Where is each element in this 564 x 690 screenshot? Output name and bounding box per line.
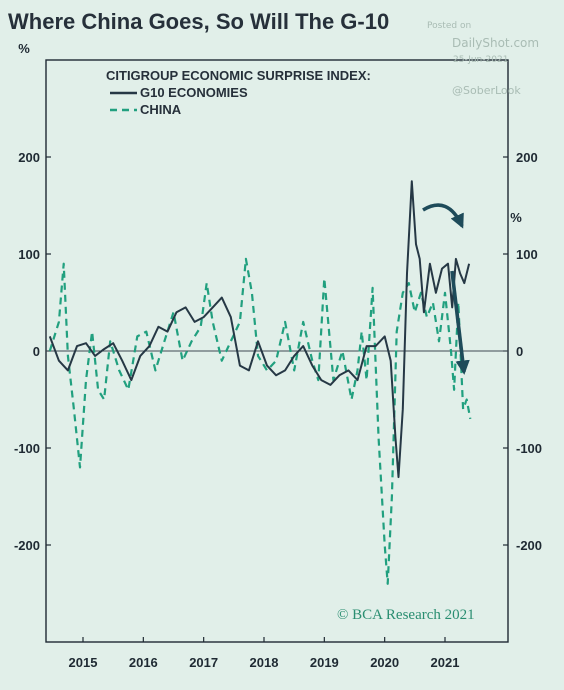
page-title: Where China Goes, So Will The G-10: [8, 9, 389, 34]
legend-g10-label: G10 ECONOMIES: [140, 85, 248, 100]
series-line-g10: [48, 180, 471, 479]
watermark-date: 25-Jun-2021: [453, 55, 509, 65]
series-line-china: [48, 257, 472, 585]
arrow-curved: [422, 203, 464, 229]
y-tick-label-right: 200: [516, 150, 538, 165]
x-tick-label: 2015: [69, 655, 98, 670]
axis-ticks: -200 -200 -100 -100 0 0 100 100 200 200 2015 2016 20…: [14, 150, 542, 670]
credit-text: © BCA Research 2021: [337, 607, 475, 623]
y-tick-label-right: -200: [516, 538, 542, 553]
y-tick-label-right: 100: [516, 247, 538, 262]
arrow-down: [450, 270, 470, 375]
y-tick-label-right: 0: [516, 344, 523, 359]
chart-title: CITIGROUP ECONOMIC SURPRISE INDEX:: [106, 68, 371, 83]
x-tick-label: 2020: [370, 655, 399, 670]
watermark-site: DailyShot.com: [452, 36, 540, 50]
x-tick-label: 2021: [431, 655, 460, 670]
y-tick-label-left: 200: [18, 150, 40, 165]
x-tick-label: 2017: [189, 655, 218, 670]
y-unit-right: %: [510, 210, 522, 225]
x-tick-label: 2018: [250, 655, 279, 670]
y-unit-left: %: [18, 41, 30, 56]
x-tick-label: 2019: [310, 655, 339, 670]
watermark-handle: @SoberLook: [452, 84, 521, 97]
legend-china-label: CHINA: [140, 102, 182, 117]
series-layer: [48, 180, 472, 585]
y-tick-label-right: -100: [516, 441, 542, 456]
x-tick-label: 2016: [129, 655, 158, 670]
y-tick-label-left: 0: [33, 344, 40, 359]
y-tick-label-left: 100: [18, 247, 40, 262]
y-tick-label-left: -200: [14, 538, 40, 553]
watermark-posted-label: Posted on: [427, 21, 472, 31]
y-tick-label-left: -100: [14, 441, 40, 456]
